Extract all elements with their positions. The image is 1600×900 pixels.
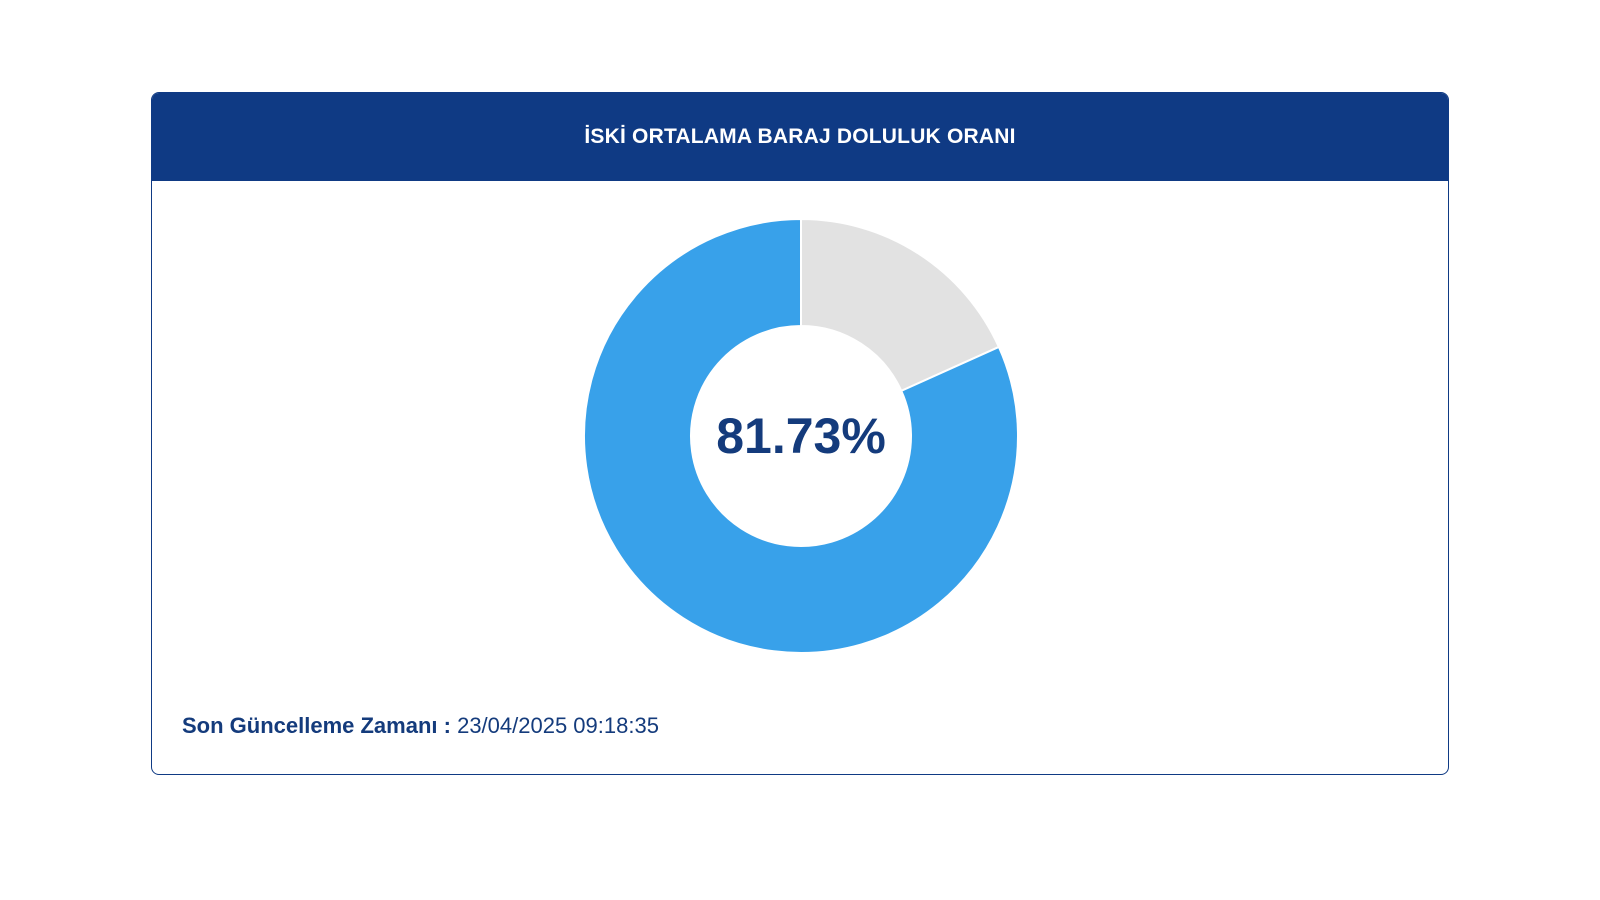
last-update-value: 23/04/2025 09:18:35	[457, 713, 659, 738]
donut-chart	[583, 217, 1019, 654]
donut-center-value: 81.73%	[716, 408, 886, 464]
dam-occupancy-card: İSKİ ORTALAMA BARAJ DOLULUK ORANI 81.73%…	[151, 92, 1449, 775]
donut-slice-empty	[800, 217, 1001, 393]
card-title: İSKİ ORTALAMA BARAJ DOLULUK ORANI	[152, 93, 1448, 181]
last-update: Son Güncelleme Zamanı : 23/04/2025 09:18…	[182, 713, 659, 739]
donut-slice-filled	[583, 217, 1019, 654]
last-update-label: Son Güncelleme Zamanı :	[182, 713, 451, 738]
